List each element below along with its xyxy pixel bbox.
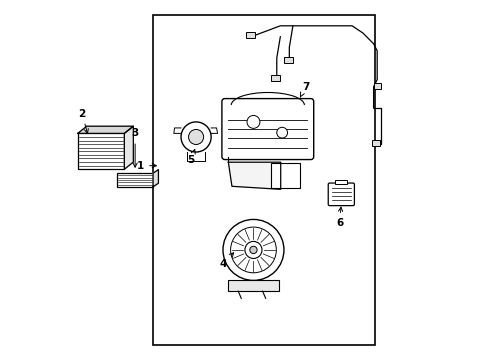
Circle shape [230, 227, 276, 273]
Bar [271, 75, 280, 81]
Bar [227, 280, 279, 291]
Circle shape [223, 220, 284, 280]
Polygon shape [78, 126, 133, 134]
Text: 3: 3 [131, 129, 139, 167]
Bar [335, 180, 346, 184]
Circle shape [276, 127, 287, 138]
Circle shape [244, 242, 262, 258]
Bar [284, 57, 292, 63]
Text: 7: 7 [300, 82, 308, 97]
Circle shape [181, 122, 211, 152]
Bar [271, 163, 300, 188]
Bar [78, 134, 124, 169]
Circle shape [249, 246, 257, 253]
Bar [371, 140, 379, 146]
Bar [117, 173, 153, 187]
Text: 5: 5 [187, 149, 195, 165]
FancyBboxPatch shape [222, 99, 313, 159]
Bar [153, 15, 375, 345]
Circle shape [188, 130, 203, 144]
FancyBboxPatch shape [327, 183, 354, 206]
Text: 2: 2 [78, 109, 88, 133]
Text: 1: 1 [137, 161, 156, 171]
Bar [373, 83, 381, 89]
Bar [246, 32, 255, 39]
Text: 4: 4 [219, 253, 233, 269]
Polygon shape [228, 162, 280, 189]
Circle shape [246, 116, 260, 129]
Text: 6: 6 [335, 207, 343, 228]
Polygon shape [124, 126, 133, 169]
Polygon shape [153, 170, 158, 187]
